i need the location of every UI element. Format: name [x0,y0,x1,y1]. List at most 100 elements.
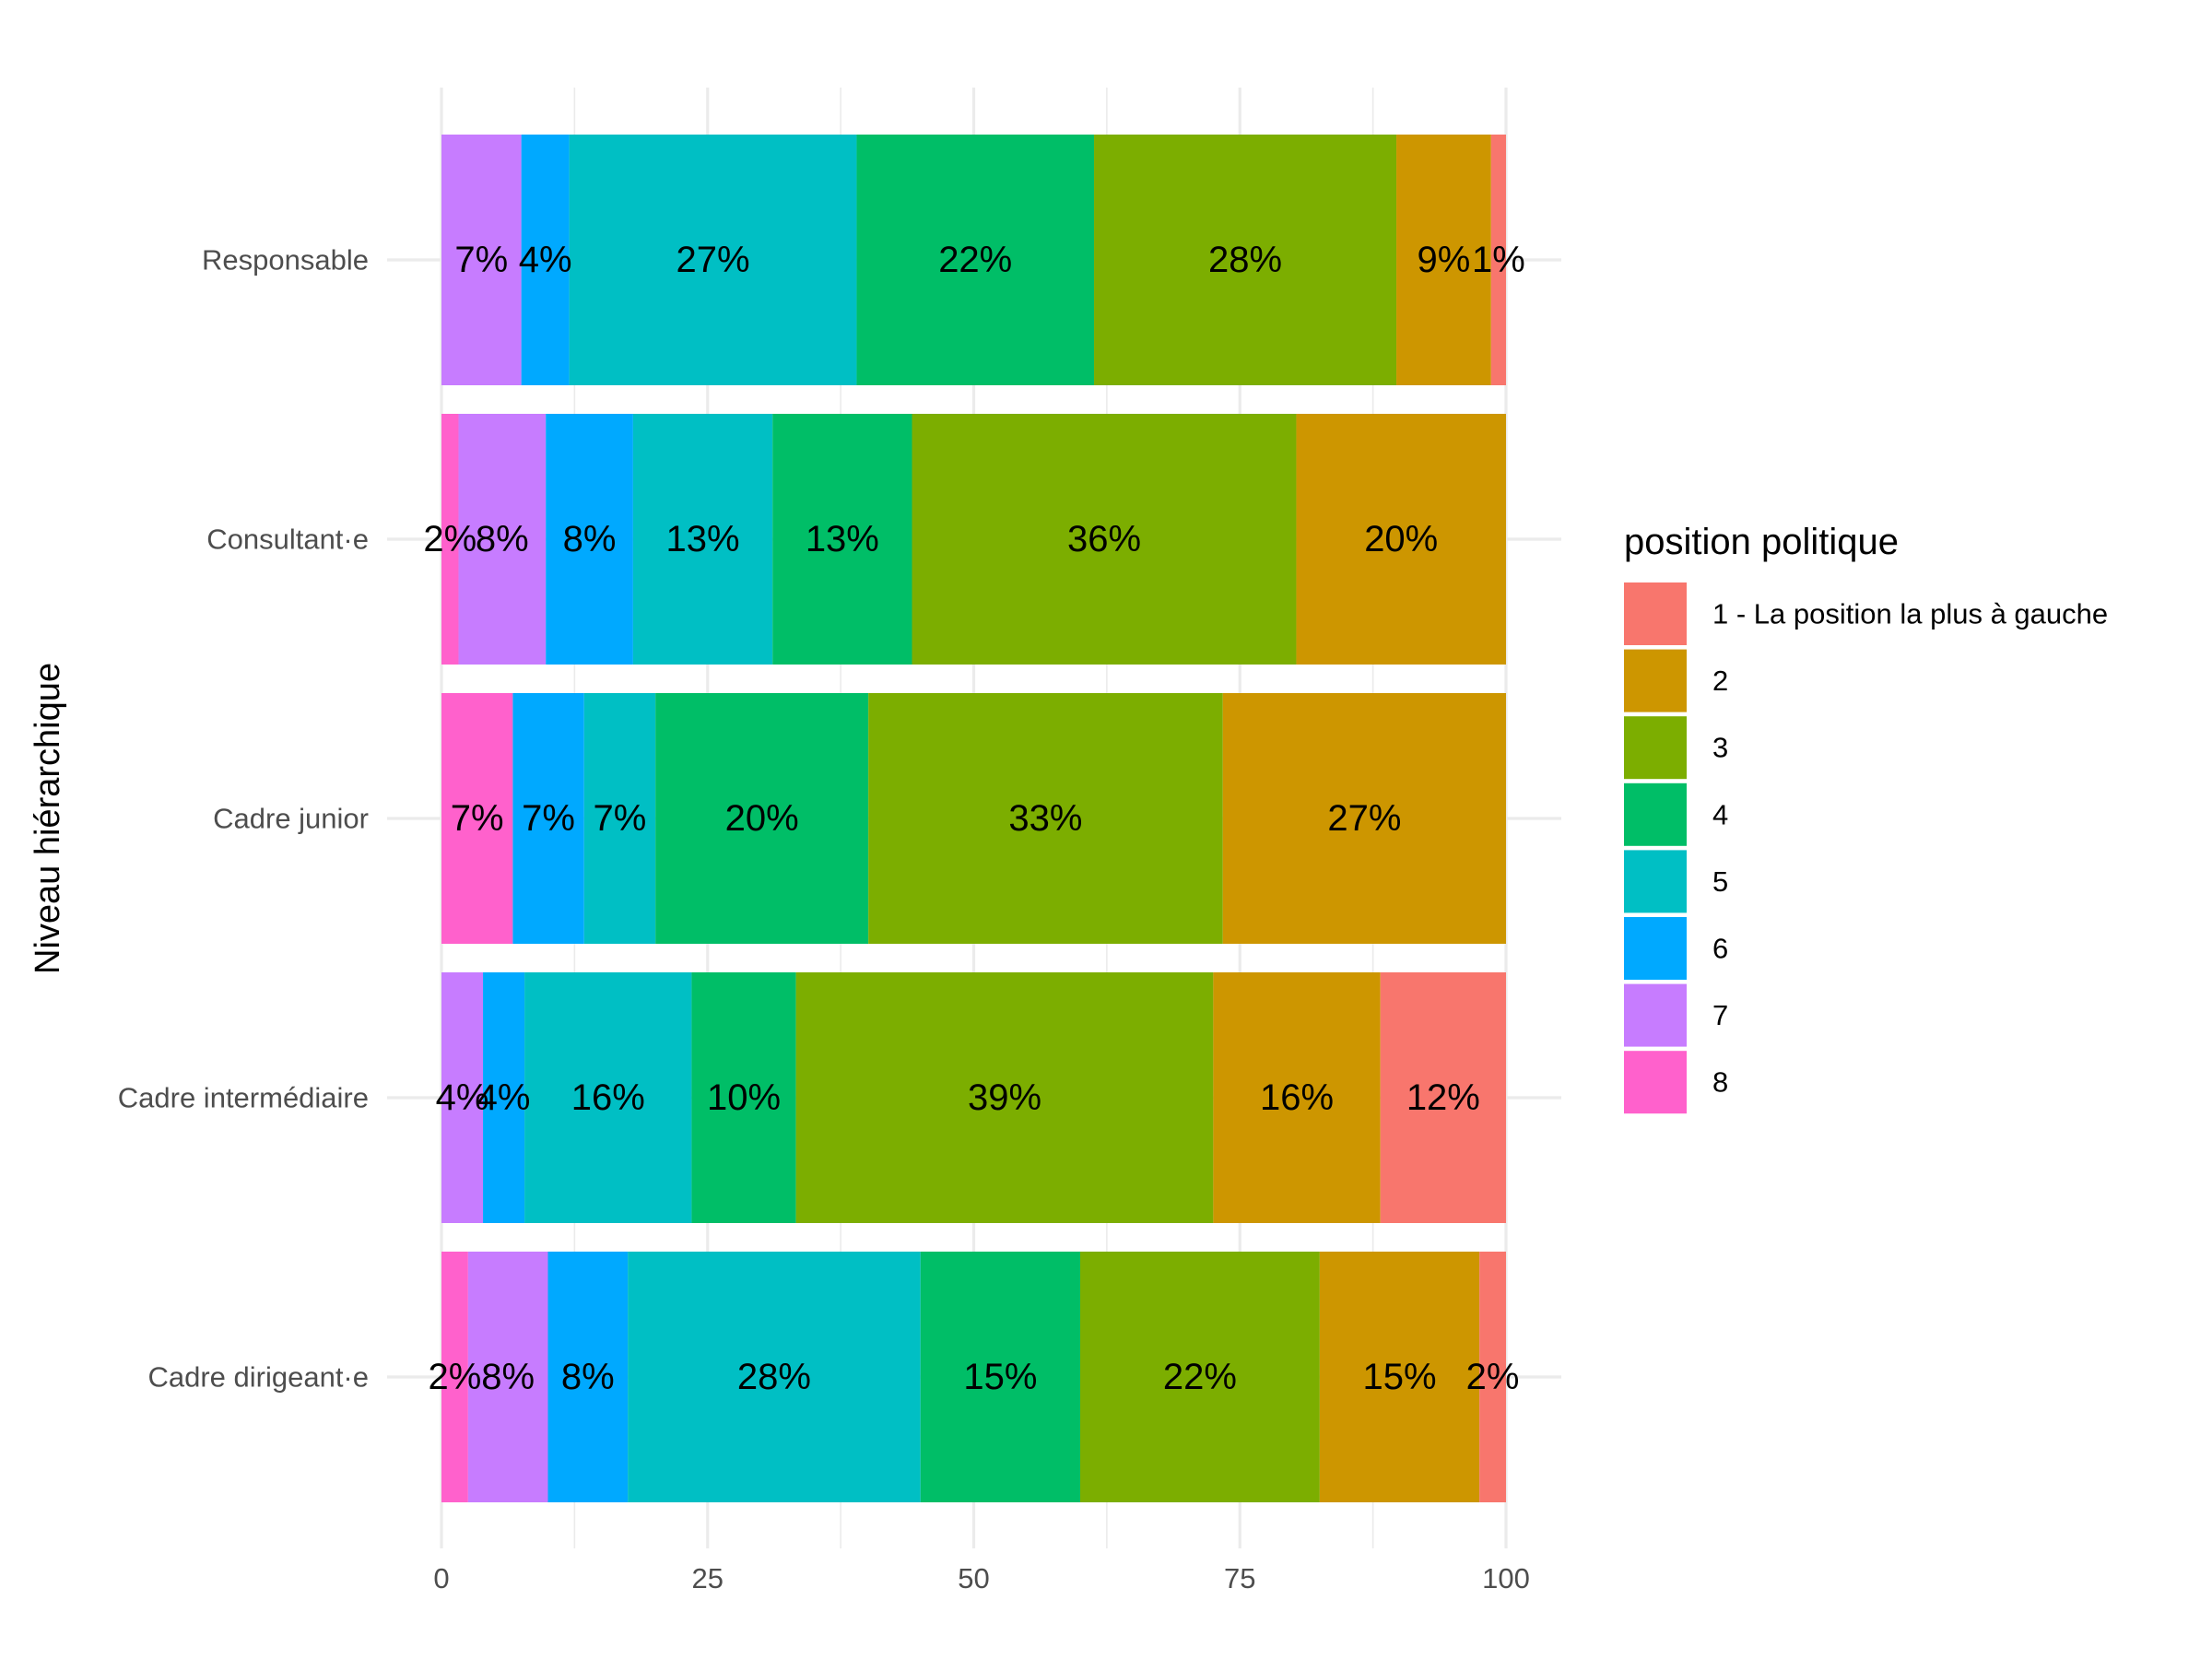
legend-label: 7 [1712,999,1728,1031]
data-label: 15% [963,1357,1037,1397]
data-label: 39% [968,1077,1041,1118]
legend-label: 3 [1712,732,1728,764]
bar-segment-cadre-dirigeant-e-6 [547,1252,629,1502]
bar-segment-cadre-junior-4 [655,693,869,944]
data-label: 2% [423,519,477,559]
bar-segment-cadre-intermediaire-7 [441,972,484,1223]
bars [441,135,1506,1502]
bar-segment-cadre-intermediaire-1-la-position-la-plus-a-gauche [1380,972,1506,1223]
data-label: 20% [1364,519,1438,559]
data-label: 12% [1406,1077,1480,1118]
bar-segment-cadre-junior-8 [441,693,513,944]
bar-segment-cadre-intermediaire-4 [691,972,796,1223]
legend-key-6 [1624,917,1687,980]
data-label: 7% [454,240,508,280]
x-tick-label: 50 [958,1562,989,1594]
data-label: 2% [1466,1357,1520,1397]
data-labels: 7% 4% 27% 22% 28% 9% 1%2%8% 8% 13% 13% 36% 20%7% 7% 7… [423,240,1524,1397]
data-label: 13% [806,519,879,559]
y-tick-label: Cadre junior [213,803,369,835]
y-tick-label: Responsable [202,244,369,276]
x-tick-label: 75 [1224,1562,1255,1594]
data-label: 7% [451,798,504,839]
data-label: 8% [563,519,617,559]
legend-label: 5 [1712,865,1728,898]
y-axis-ticks: Responsable Consultant·e Cadre junior Cadre… [118,244,369,1394]
legend-key-7 [1624,983,1687,1047]
bar-segment-cadre-intermediaire-3 [795,972,1214,1223]
bar-segment-cadre-intermediaire-2 [1213,972,1381,1223]
data-label: 8% [476,519,529,559]
data-label: 10% [707,1077,781,1118]
data-label: 4% [477,1077,531,1118]
data-label: 33% [1008,798,1082,839]
bar-segment-cadre-dirigeant-e-5 [628,1252,921,1502]
data-label: 20% [725,798,799,839]
data-label: 1% [1472,240,1525,280]
data-label: 22% [1163,1357,1237,1397]
x-tick-label: 25 [692,1562,724,1594]
data-label: 15% [1362,1357,1436,1397]
legend-key-4 [1624,782,1687,846]
y-axis-title: Niveau hiérarchique [29,663,67,974]
bar-segment-cadre-junior-2 [1222,693,1506,944]
bar-segment-responsable-4 [856,135,1095,385]
bar-segment-consultant-e-2 [1296,414,1506,665]
legend-key-3 [1624,716,1687,780]
bar-segment-responsable-6 [521,135,570,385]
bar-segment-cadre-dirigeant-e-1-la-position-la-plus-a-gauche [1479,1252,1506,1502]
legend: position politique 1 - La position la pl… [1624,522,2108,1114]
x-tick-label: 0 [433,1562,449,1594]
data-label: 28% [737,1357,811,1397]
bar-segment-cadre-junior-5 [583,693,656,944]
legend-key-8 [1624,1051,1687,1114]
legend-label: 4 [1712,798,1728,830]
legend-label: 2 [1712,665,1728,697]
bar-segment-cadre-dirigeant-e-7 [467,1252,548,1502]
legend-title: position politique [1624,522,1899,562]
legend-label: 8 [1712,1066,1728,1099]
data-label: 16% [571,1077,645,1118]
bar-segment-consultant-e-5 [632,414,773,665]
data-label: 2% [429,1357,482,1397]
bar-segment-consultant-e-4 [772,414,912,665]
y-tick-label: Cadre intermédiaire [118,1082,369,1114]
data-label: 13% [666,519,740,559]
legend-label: 6 [1712,933,1728,965]
bar-segment-consultant-e-3 [912,414,1297,665]
data-label: 4% [436,1077,489,1118]
bar-segment-responsable-2 [1396,135,1491,385]
bar-segment-responsable-7 [441,135,522,385]
data-label: 9% [1418,240,1471,280]
bar-segment-cadre-dirigeant-e-2 [1319,1252,1480,1502]
data-label: 36% [1067,519,1141,559]
bar-segment-responsable-5 [569,135,857,385]
bar-segment-cadre-intermediaire-6 [483,972,525,1223]
bar-segment-cadre-junior-3 [868,693,1223,944]
bar-segment-cadre-dirigeant-e-8 [441,1252,468,1502]
legend-key-2 [1624,649,1687,712]
bar-segment-consultant-e-8 [441,414,459,665]
bar-segment-consultant-e-7 [458,414,547,665]
data-label: 27% [1327,798,1401,839]
x-tick-label: 100 [1482,1562,1530,1594]
bar-segment-cadre-dirigeant-e-4 [920,1252,1080,1502]
y-tick-label: Consultant·e [206,524,369,556]
y-tick-label: Cadre dirigeant·e [147,1361,369,1394]
data-label: 28% [1208,240,1282,280]
bar-segment-cadre-intermediaire-5 [524,972,692,1223]
data-label: 8% [481,1357,535,1397]
data-label: 7% [522,798,575,839]
data-label: 7% [594,798,647,839]
legend-label: 1 - La position la plus à gauche [1712,598,2108,630]
bar-segment-cadre-dirigeant-e-3 [1080,1252,1320,1502]
data-label: 22% [938,240,1012,280]
data-label: 4% [519,240,572,280]
data-label: 8% [561,1357,615,1397]
bar-segment-responsable-3 [1094,135,1397,385]
bar-segment-consultant-e-6 [546,414,633,665]
legend-key-1-la-position-la-plus-a-gauche [1624,582,1687,645]
bar-segment-cadre-junior-6 [512,693,584,944]
bar-segment-responsable-1-la-position-la-plus-a-gauche [1490,135,1506,385]
